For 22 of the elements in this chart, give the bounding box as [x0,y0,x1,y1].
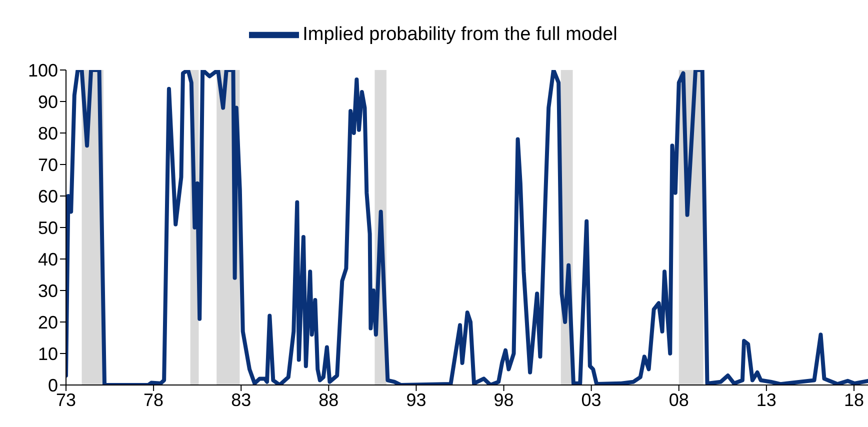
y-tick-label: 60 [38,186,58,206]
legend-label: Implied probability from the full model [302,24,618,46]
x-tick-label: 03 [581,390,602,410]
y-tick-label: 0 [48,375,58,396]
x-tick-label: 88 [318,390,339,410]
y-tick-label: 40 [38,249,58,270]
x-tick-label: 18 [844,390,864,410]
y-tick-label: 100 [28,60,58,80]
y-tick-label: 20 [38,312,58,332]
y-tick-label: 50 [38,218,58,238]
y-tick-label: 30 [38,280,58,301]
y-tick-label: 90 [38,92,58,112]
x-tick-label: 83 [231,390,252,410]
y-tick-label: 10 [38,344,58,364]
x-tick-label: 78 [144,390,164,410]
x-tick-label: 73 [56,390,76,410]
x-tick-label: 98 [494,390,514,410]
y-tick-label: 70 [38,154,58,175]
x-tick-label: 13 [756,390,776,410]
x-tick-label: 08 [668,390,689,410]
y-tick-label: 80 [38,123,58,144]
x-tick-label: 93 [406,390,426,410]
